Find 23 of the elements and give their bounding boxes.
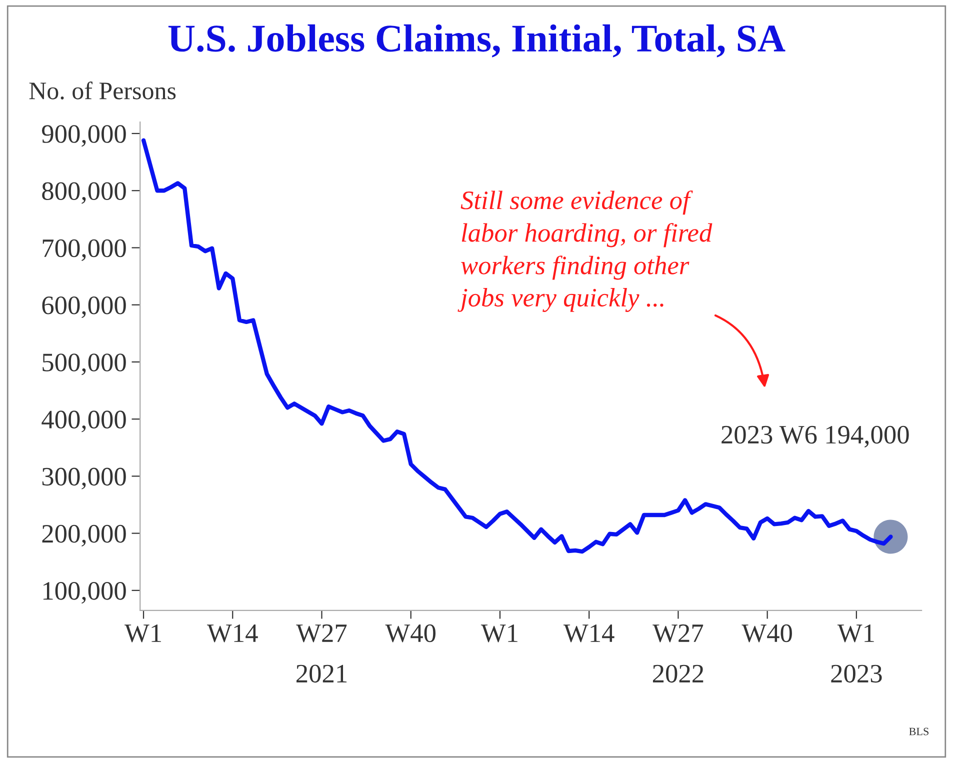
y-tick-label: 400,000 (42, 410, 126, 432)
y-tick-label: 600,000 (42, 296, 126, 318)
annotation: 2023 W6 194,000 (722, 426, 909, 448)
y-tick-label: 200,000 (42, 524, 126, 547)
chart-title: U.S. Jobless Claims, Initial, Total, SA (168, 24, 786, 58)
x-tick-label: W14 (207, 624, 258, 642)
y-tick-label: 100,000 (43, 582, 126, 604)
y-tick-label: 900,000 (42, 125, 126, 147)
x-tick-label: W40 (385, 624, 436, 642)
y-tick-label: 700,000 (42, 239, 126, 261)
x-tick-label: W27 2021 (296, 624, 347, 683)
x-tick-label: W1 (480, 624, 518, 642)
x-tick-label: W40 (742, 624, 792, 642)
x-tick-label: W1 (124, 624, 161, 642)
x-tick-label: W1 2023 (831, 624, 882, 683)
annotation: Still some evidence of labor hoarding, or fired workers finding other jobs very quickly ... (458, 190, 712, 312)
y-axis-title: No. of Persons (29, 81, 176, 100)
x-tick-label: W27 2022 (652, 624, 704, 683)
x-tick-label: W14 (563, 624, 614, 642)
y-tick-label: 500,000 (42, 354, 126, 376)
text: BLS (909, 728, 928, 736)
y-tick-label: 300,000 (42, 468, 126, 490)
y-tick-label: 800,000 (42, 182, 126, 204)
